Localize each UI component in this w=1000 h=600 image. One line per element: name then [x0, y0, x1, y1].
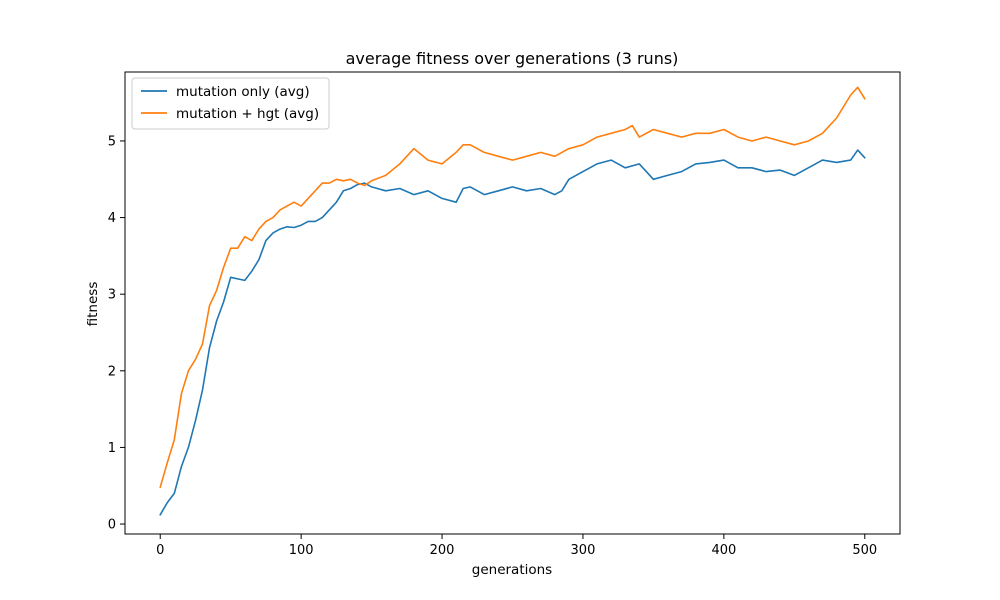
legend-label-2: mutation + hgt (avg) [176, 106, 319, 122]
y-tick-label: 4 [108, 211, 116, 226]
y-axis-label: fitness [85, 282, 101, 327]
chart-title: average fitness over generations (3 runs… [346, 49, 679, 68]
y-tick-label: 3 [108, 288, 116, 303]
axes: 0 100 200 300 400 500 0 1 2 3 4 5 [108, 71, 901, 558]
legend-label-1: mutation only (avg) [176, 84, 310, 100]
series-line-2 [159, 86, 866, 489]
y-tick-label: 5 [108, 134, 116, 149]
x-axis-label: generations [472, 562, 552, 578]
plot-area [159, 86, 866, 516]
y-tick-label: 2 [108, 364, 116, 379]
x-tick-label: 100 [289, 543, 314, 558]
series-line-1 [159, 149, 866, 516]
axes-frame [124, 71, 901, 535]
legend: mutation only (avg) mutation + hgt (avg) [131, 77, 330, 130]
x-tick-label: 300 [571, 543, 596, 558]
x-tick-label: 500 [852, 543, 877, 558]
legend-box [131, 77, 330, 130]
y-tick-label: 1 [108, 441, 116, 456]
y-tick-label: 0 [108, 518, 116, 533]
x-tick-label: 200 [430, 543, 455, 558]
x-tick-label: 400 [711, 543, 736, 558]
x-tick-label: 0 [156, 543, 164, 558]
